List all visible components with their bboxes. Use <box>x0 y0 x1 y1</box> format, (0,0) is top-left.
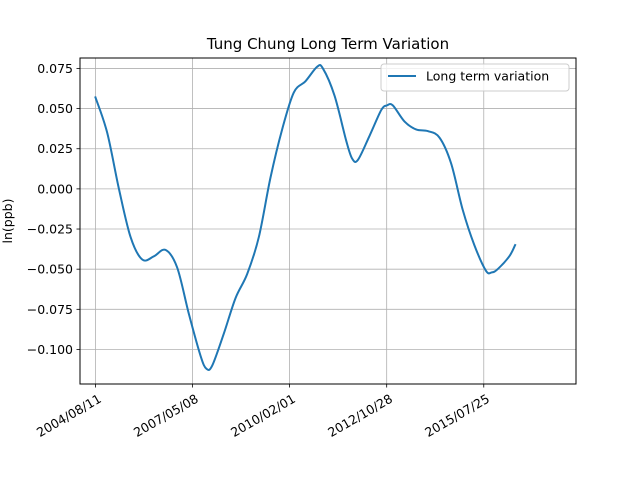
chart-title: Tung Chung Long Term Variation <box>206 35 449 53</box>
y-tick-label: −0.050 <box>27 262 73 277</box>
y-axis-label: ln(ppb) <box>0 199 15 244</box>
series-layer <box>94 64 517 371</box>
y-axis: 0.075 0.050 0.025 0.000 −0.025 −0.050 −0.075 −0… <box>27 61 80 357</box>
plot-area-frame <box>79 57 577 385</box>
y-tick-label: −0.025 <box>27 222 73 237</box>
legend-entry-long-term-variation: Long term variation <box>426 69 549 84</box>
legend-box <box>380 63 570 92</box>
y-tick-label: 0.025 <box>37 141 73 156</box>
y-tick-label: 0.075 <box>37 61 73 76</box>
y-tick-label: −0.100 <box>27 342 73 357</box>
y-tick-label: −0.075 <box>27 302 73 317</box>
y-tick-label: 0.050 <box>37 101 73 116</box>
y-tick-label: 0.000 <box>37 181 73 196</box>
legend: Long term variation <box>380 63 570 92</box>
series-line-long-term-variation <box>94 64 517 371</box>
